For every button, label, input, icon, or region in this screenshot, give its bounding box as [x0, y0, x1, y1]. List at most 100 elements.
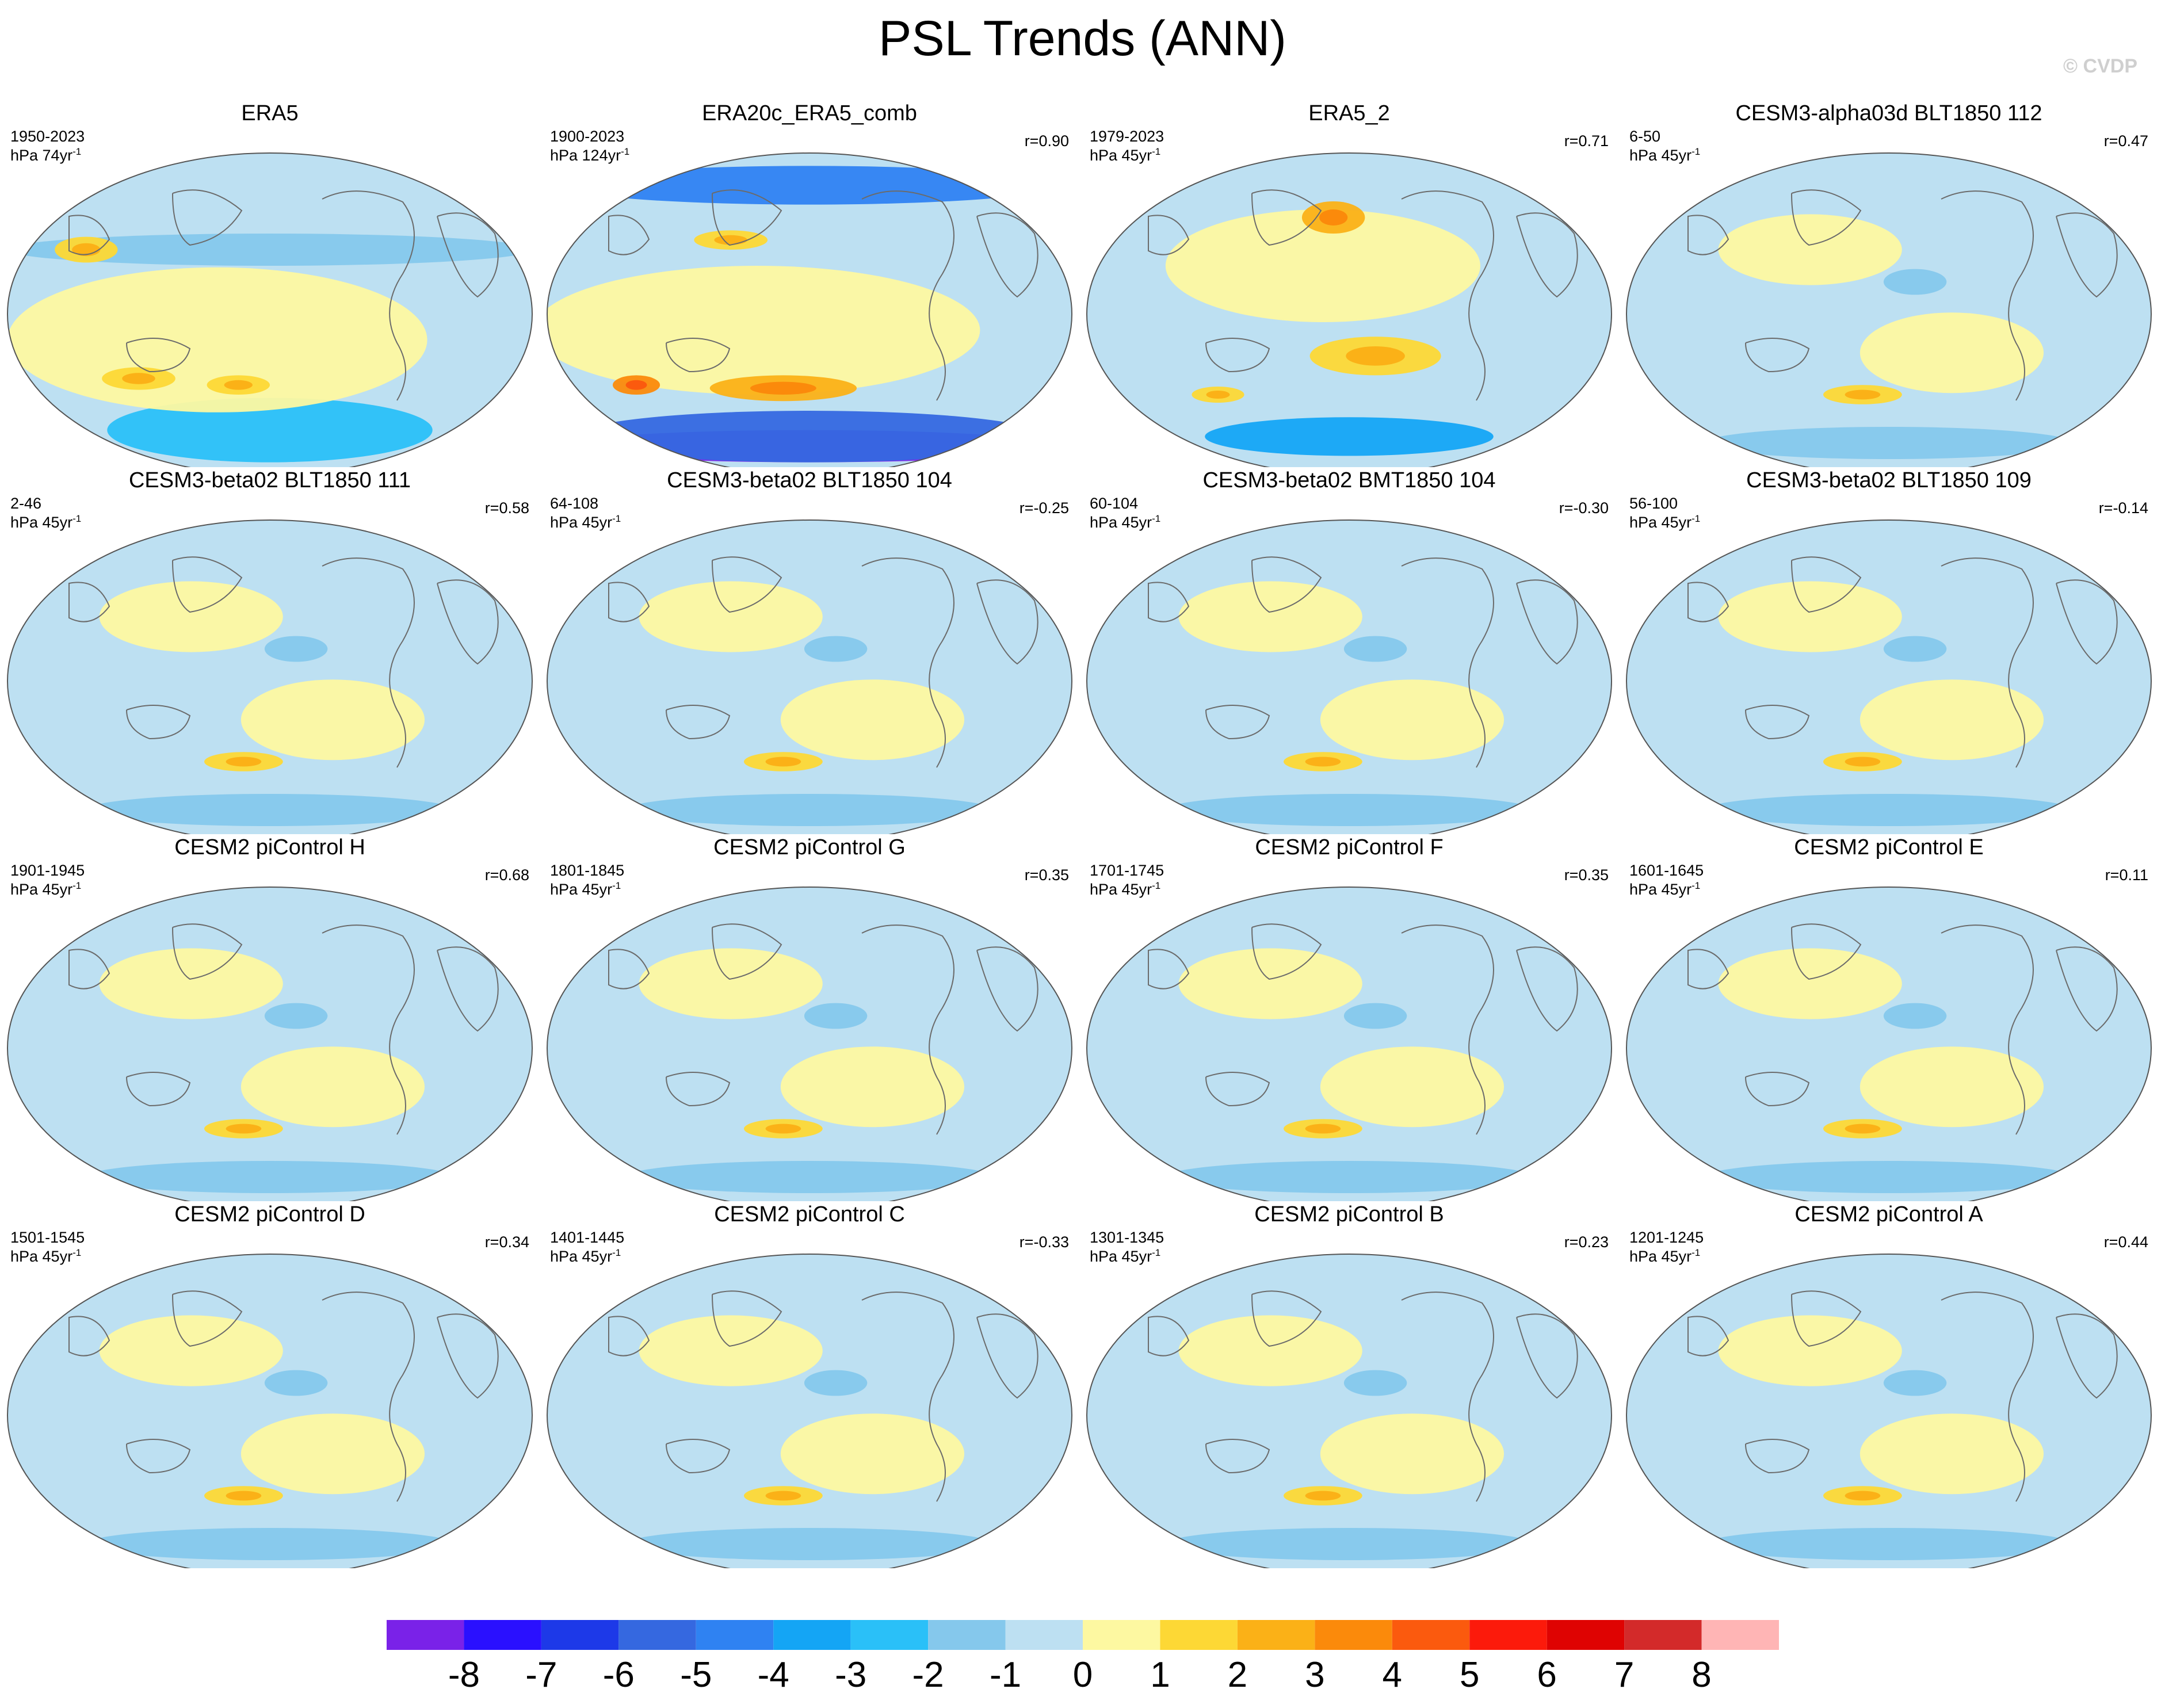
anomaly-region: [639, 581, 823, 652]
coastline: [1516, 1313, 1578, 1399]
anomaly-region: [99, 948, 283, 1019]
coastline: [861, 557, 954, 768]
field-background: [7, 887, 532, 1201]
anomaly-region: [1178, 581, 1362, 652]
panel-title: CESM2 piControl G: [713, 835, 906, 859]
field-background: [1626, 887, 2151, 1201]
coastline: [1251, 1290, 1322, 1347]
coastline: [1205, 1072, 1270, 1107]
coastline: [1401, 1291, 1494, 1502]
anomaly-core: [1346, 346, 1405, 366]
panel-correlation: r=0.47: [2103, 132, 2148, 150]
map-plot: [547, 1254, 1072, 1568]
coastline: [712, 189, 782, 246]
colorbar-tick-label: -6: [602, 1655, 635, 1695]
map-plot: [547, 519, 1072, 834]
anomaly-region: [1718, 214, 1902, 285]
coastline: [1516, 212, 1578, 298]
map-plot: [1626, 1254, 2152, 1568]
anomaly-region: [547, 266, 980, 395]
map-border: [1086, 1254, 1612, 1568]
anomaly-region: [625, 794, 994, 826]
anomaly-region: [1343, 1370, 1407, 1396]
panel-years: 1501-1545: [10, 1229, 85, 1246]
map-plot: [1086, 519, 1612, 834]
coastline: [126, 1072, 191, 1107]
anomaly-region: [264, 1003, 328, 1029]
panel-units: hPa 45yr-1: [550, 1247, 621, 1265]
coastline: [1941, 1291, 2034, 1502]
colorbar-tick-label: -8: [448, 1655, 480, 1695]
anomaly-region: [264, 1370, 328, 1396]
panel-correlation: r=0.58: [484, 499, 529, 517]
panel-units: hPa 45yr-1: [1629, 513, 1701, 531]
panel-units: hPa 45yr-1: [10, 880, 82, 898]
panel-units: hPa 45yr-1: [1090, 880, 1161, 898]
colorbar-tick-label: 7: [1614, 1655, 1635, 1695]
panel-units: hPa 45yr-1: [1090, 513, 1161, 531]
panel-years: 1301-1345: [1090, 1229, 1164, 1246]
anomaly-core: [1305, 756, 1341, 767]
map-panel: CESM2 piControl F 1701-1745 hPa 45yr-1 r=0.…: [1079, 835, 1619, 1201]
coastline: [126, 1439, 191, 1474]
anomaly-core: [226, 1124, 262, 1134]
colorbar-tick-label: -3: [835, 1655, 867, 1695]
colorbar-tick-label: 2: [1227, 1655, 1248, 1695]
coastline: [1205, 705, 1270, 740]
anomaly-region: [1320, 1046, 1505, 1128]
coastline: [1687, 582, 1729, 622]
map-plot: [7, 152, 533, 467]
colorbar-swatch: [773, 1620, 851, 1650]
coastline: [666, 1072, 731, 1107]
panel-correlation: r=0.35: [1024, 866, 1069, 884]
panel-years: 1979-2023: [1090, 128, 1164, 145]
anomaly-region: [86, 1161, 454, 1193]
map-panel: CESM3-beta02 BLT1850 111 2-46 hPa 45yr-1 r=…: [0, 468, 540, 834]
coastline: [1205, 1439, 1270, 1474]
map-panel: CESM3-beta02 BLT1850 109 56-100 hPa 45yr-1…: [1619, 468, 2159, 834]
coastline: [712, 1290, 782, 1347]
coastline: [437, 579, 499, 665]
coastline: [437, 946, 499, 1032]
anomaly-core: [765, 1491, 801, 1501]
coastline: [608, 215, 650, 255]
panel-units: hPa 45yr-1: [10, 513, 82, 531]
colorbar-swatch: [1469, 1620, 1547, 1650]
colorbar-swatch: [1237, 1620, 1315, 1650]
coastline: [1401, 190, 1494, 401]
anomaly-region: [1883, 1370, 1947, 1396]
panel-units: hPa 124yr-1: [550, 146, 630, 164]
colorbar-tick-label: -1: [989, 1655, 1022, 1695]
page-title: PSL Trends (ANN): [879, 11, 1286, 66]
panel-years: 2-46: [10, 495, 42, 512]
map-border: [547, 1254, 1072, 1568]
anomaly-core: [226, 756, 262, 767]
anomaly-region: [1178, 948, 1362, 1019]
field-background: [547, 520, 1072, 834]
panel-years: 1701-1745: [1090, 862, 1164, 879]
panel-title: CESM2 piControl B: [1254, 1202, 1444, 1226]
coastline: [1687, 949, 1729, 989]
anomaly-region: [1343, 636, 1407, 662]
coastline: [712, 923, 782, 980]
coastline: [126, 705, 191, 740]
panel-correlation: r=0.23: [1564, 1233, 1609, 1251]
coastline: [172, 189, 243, 246]
anomaly-region: [86, 1528, 454, 1560]
map-panel: CESM2 piControl C 1401-1445 hPa 45yr-1 r=-0…: [540, 1202, 1079, 1568]
field-background: [547, 887, 1072, 1201]
colorbar-swatch: [1624, 1620, 1702, 1650]
anomaly-region: [7, 234, 532, 266]
coastline: [68, 949, 110, 989]
panel-years: 1900-2023: [550, 128, 625, 145]
map-plot: [1626, 519, 2152, 834]
colorbar-swatch: [850, 1620, 929, 1650]
map-border: [1086, 519, 1612, 834]
field-background: [1626, 520, 2151, 834]
anomaly-core: [1206, 391, 1230, 399]
coastline: [976, 212, 1038, 298]
map-border: [7, 1254, 533, 1568]
coastline: [712, 556, 782, 613]
panel-years: 60-104: [1090, 495, 1139, 512]
anomaly-core: [1845, 1124, 1881, 1134]
